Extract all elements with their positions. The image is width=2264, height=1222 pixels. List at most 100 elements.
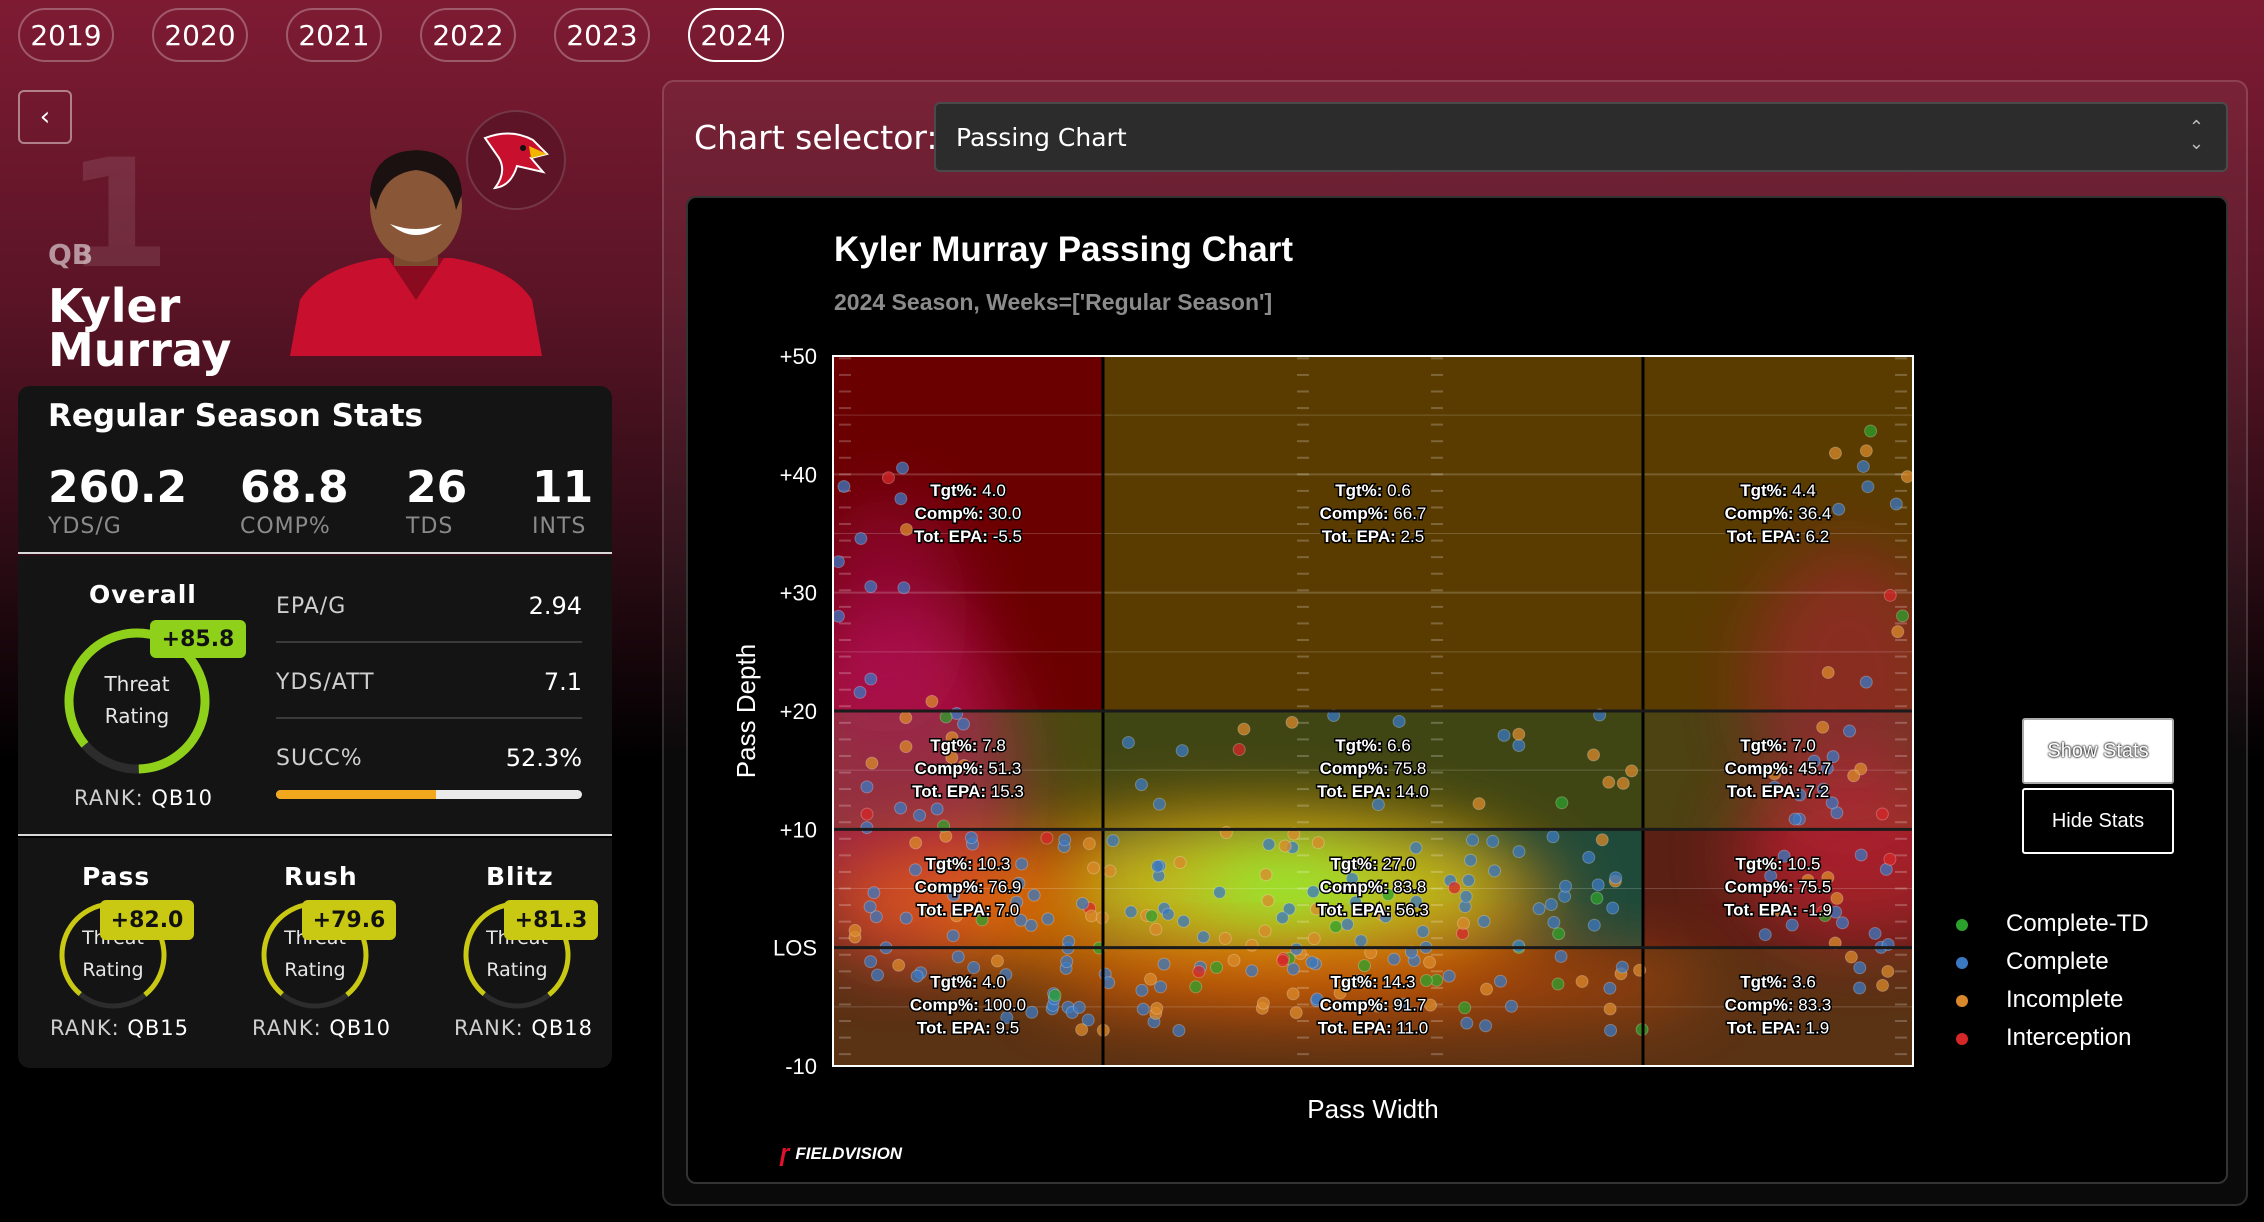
zone-stat-value: 7.0 (1792, 736, 1816, 755)
zone-stat: Tot. EPA: 1.9 (1727, 1019, 1829, 1038)
pass-point (1082, 837, 1096, 851)
zone-tint (1103, 356, 1643, 711)
legend-dot (1956, 919, 1968, 931)
pass-point (1464, 853, 1478, 867)
pass-point (897, 581, 911, 595)
y-axis-label: Pass Depth (731, 644, 761, 778)
sub-rating-rank: RANK: QB15 (50, 1016, 189, 1040)
legend-item: Incomplete (1956, 986, 2123, 1014)
zone-stat-label: Tgt%: (1335, 736, 1382, 755)
chart-selector-value: Passing Chart (956, 122, 1127, 152)
pass-point (1419, 973, 1433, 987)
zone-stat-value: 10.5 (1787, 854, 1820, 873)
pass-point (1027, 888, 1041, 902)
zone-stat-value: 4.0 (982, 481, 1006, 500)
zone-stat: Tot. EPA: -5.5 (914, 527, 1022, 546)
pass-point (1546, 830, 1560, 844)
pass-point (1859, 444, 1873, 458)
zone-stat-value: 14.3 (1382, 973, 1415, 992)
zone-stat-label: Comp%: (1725, 877, 1794, 896)
zone-stat: Tgt%: 10.5 (1735, 854, 1820, 873)
pass-point (833, 555, 845, 569)
pass-point (1227, 953, 1241, 967)
year-tab-2023[interactable]: 2023 (554, 8, 650, 62)
metric-value: 52.3% (505, 744, 582, 772)
pass-point (1896, 609, 1910, 623)
legend-dot (1956, 957, 1968, 969)
show-stats-button[interactable]: Show Stats (2022, 718, 2174, 784)
pass-point (949, 909, 963, 923)
rank-value: QB18 (531, 1016, 594, 1040)
zone-stat: Comp%: 51.3 (915, 759, 1022, 778)
pass-point (964, 831, 978, 845)
pass-point (899, 911, 913, 925)
pass-point (913, 808, 927, 822)
pass-point (1587, 748, 1601, 762)
pass-point (1307, 932, 1321, 946)
pass-point (1371, 798, 1385, 812)
pass-point (939, 710, 953, 724)
pass-point (1559, 879, 1573, 893)
pass-point (1103, 864, 1117, 878)
pass-point (1758, 928, 1772, 942)
legend-dot (1956, 995, 1968, 1007)
player-position: QB (48, 238, 94, 271)
zone-stat: Tgt%: 6.6 (1335, 736, 1411, 755)
pass-point (1875, 807, 1889, 821)
pass-point (860, 821, 874, 835)
pass-point (1820, 761, 1834, 775)
pass-point (1861, 480, 1875, 494)
legend-label: Interception (2006, 1024, 2132, 1051)
pass-point (1245, 938, 1259, 952)
pass-point (1777, 849, 1791, 863)
chart-selector-dropdown[interactable]: Passing Chart ⌃ ⌄ (934, 102, 2228, 172)
year-tab-2021[interactable]: 2021 (286, 8, 382, 62)
zone-stat-value: 36.4 (1798, 504, 1831, 523)
pass-point (1048, 988, 1062, 1002)
overall-title: Overall (89, 580, 197, 609)
pass-point (957, 717, 971, 731)
pass-point (1587, 918, 1601, 932)
zone-stat-label: Comp%: (1320, 996, 1389, 1015)
stat-value: 68.8 (240, 462, 349, 513)
pass-point (1423, 998, 1437, 1012)
metric-label: EPA/G (276, 594, 347, 619)
pass-point (1154, 980, 1168, 994)
overall-badge: +85.8 (150, 620, 246, 658)
pass-point (1883, 588, 1897, 602)
pass-point (864, 580, 878, 594)
zone-stat: Tgt%: 7.8 (930, 736, 1006, 755)
year-tab-2022[interactable]: 2022 (420, 8, 516, 62)
zone-stat: Tgt%: 0.6 (1335, 481, 1411, 500)
metric-value: 2.94 (528, 592, 582, 620)
pass-point (1615, 960, 1629, 974)
pass-point (1603, 1002, 1617, 1016)
pass-point (1075, 1023, 1089, 1037)
zone-stat-value: 75.8 (1393, 759, 1426, 778)
zone-stat-label: Tgt%: (1335, 481, 1382, 500)
overall-card (18, 556, 612, 834)
pass-point (1124, 905, 1138, 919)
back-button[interactable]: ‹ (18, 90, 72, 144)
density-blob (1748, 547, 1913, 828)
metric-label: SUCC% (276, 746, 363, 771)
pass-point (1218, 931, 1232, 945)
pass-point (1081, 1013, 1095, 1027)
year-tab-2024[interactable]: 2024 (688, 8, 784, 62)
zone-stat: Comp%: 45.7 (1725, 759, 1832, 778)
pass-point (1150, 1001, 1164, 1015)
pass-point (871, 968, 885, 982)
year-tab-2019[interactable]: 2019 (18, 8, 114, 62)
pass-point (990, 954, 1004, 968)
pass-point (1409, 841, 1423, 855)
pass-point (1456, 916, 1470, 930)
rank-label: RANK: (50, 1016, 120, 1040)
ring-line2: Rating (486, 959, 548, 981)
year-tab-2020[interactable]: 2020 (152, 8, 248, 62)
pass-point (1843, 724, 1857, 738)
hide-stats-button[interactable]: Hide Stats (2022, 788, 2174, 854)
pass-point (1826, 750, 1840, 764)
pass-point (1285, 715, 1299, 729)
pass-point (1900, 470, 1913, 484)
pass-point (1603, 981, 1617, 995)
